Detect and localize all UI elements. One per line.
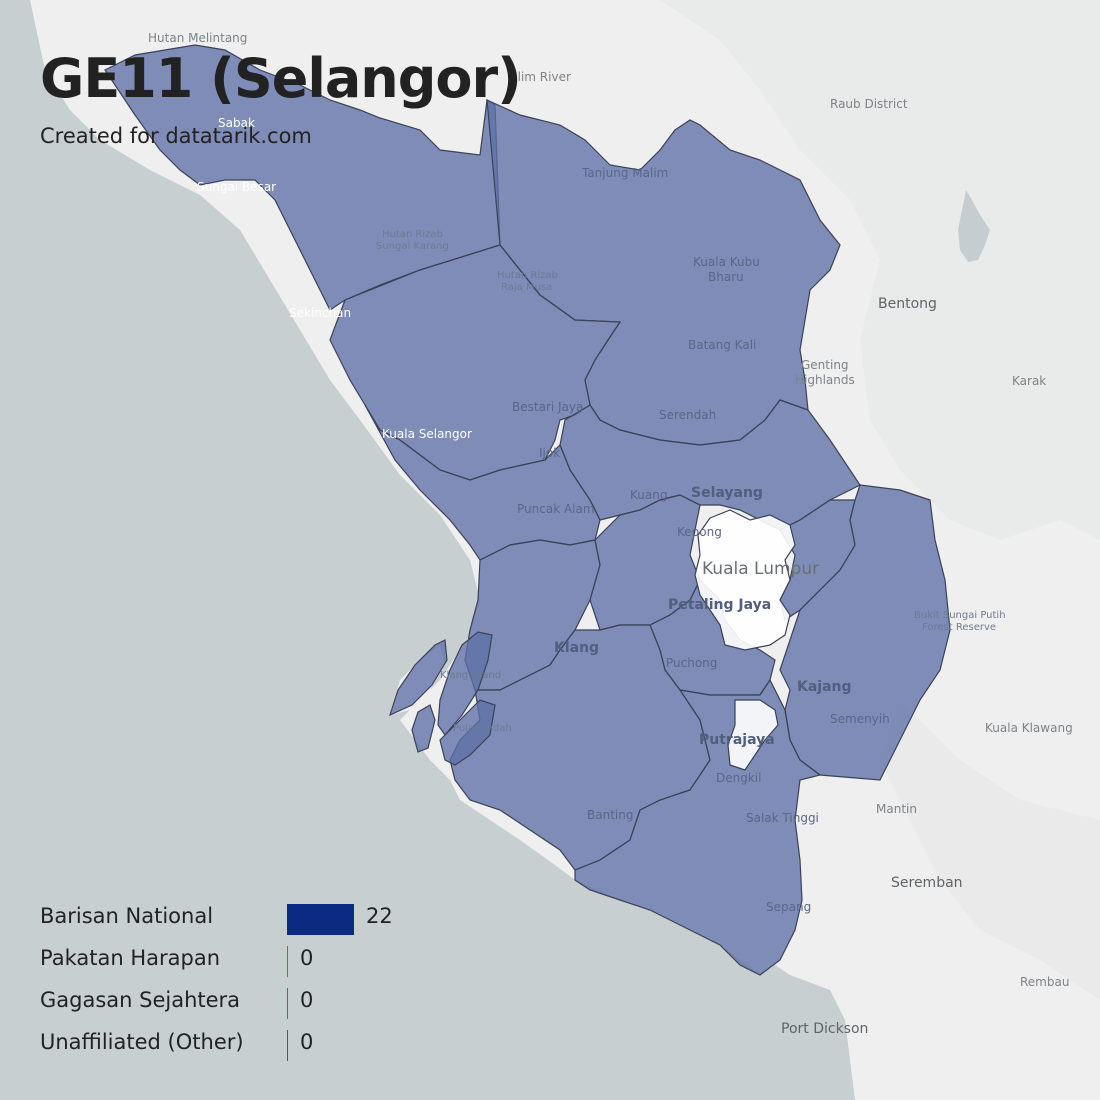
- legend-count: 0: [300, 1030, 314, 1054]
- label-rembau: Rembau: [1020, 975, 1069, 989]
- label-genting-2: Highlands: [795, 373, 855, 387]
- district-island-2[interactable]: [437, 631, 493, 736]
- label-tanjung-malim: Tanjung Malim: [581, 166, 668, 180]
- label-kuala-selangor: Kuala Selangor: [382, 427, 472, 441]
- label-kuala-kubu-1: Kuala Kubu: [693, 255, 760, 269]
- label-dengkil: Dengkil: [716, 771, 761, 785]
- label-pulau-indah: Pulau Indah: [453, 723, 512, 734]
- label-petaling-jaya: Petaling Jaya: [668, 597, 771, 613]
- label-hutan-rizab-sk-2: Sungai Karang: [376, 241, 449, 252]
- legend-label: Barisan National: [40, 904, 214, 928]
- label-bukit-sungai-putih-1: Bukit Sungai Putih: [914, 610, 1006, 621]
- label-kuala-kubu-2: Bharu: [708, 270, 744, 284]
- legend-bar: [287, 946, 288, 977]
- legend-label: Gagasan Sejahtera: [40, 988, 241, 1012]
- label-kajang: Kajang: [797, 679, 852, 695]
- legend-bar: [287, 1030, 288, 1061]
- label-batang-kali: Batang Kali: [688, 338, 756, 352]
- district-island-4[interactable]: [439, 699, 496, 766]
- label-sungai-besar: Sungai Besar: [197, 180, 276, 194]
- page-subtitle: Created for datatarik.com: [40, 124, 312, 148]
- legend-bar: [287, 904, 354, 935]
- label-mantin: Mantin: [876, 802, 917, 816]
- label-klang: Klang: [554, 640, 599, 656]
- label-raub-district: Raub District: [830, 97, 908, 111]
- legend-count: 0: [300, 988, 314, 1012]
- terrain: [660, 0, 1100, 1000]
- label-hutan-rizab-sk-1: Hutan Rizab: [382, 229, 443, 240]
- label-hutan-rizab-rm-1: Hutan Rizab: [497, 270, 558, 281]
- label-ijok: Ijok: [539, 446, 560, 460]
- legend-label: Unaffiliated (Other): [40, 1030, 244, 1054]
- district-sepang[interactable]: [574, 678, 822, 976]
- label-kuang: Kuang: [630, 488, 667, 502]
- label-serendah: Serendah: [659, 408, 716, 422]
- label-slim-river: Slim River: [510, 70, 571, 84]
- label-port-dickson: Port Dickson: [781, 1021, 868, 1037]
- legend-label: Pakatan Harapan: [40, 946, 221, 970]
- enclave-kuala-lumpur[interactable]: [694, 509, 796, 651]
- label-genting-1: Genting: [801, 358, 849, 372]
- legend-count: 22: [366, 904, 393, 928]
- label-semenyih: Semenyih: [830, 712, 890, 726]
- enclave-putrajaya[interactable]: [727, 699, 779, 771]
- label-puncak-alam: Puncak Alam: [517, 502, 595, 516]
- label-banting: Banting: [587, 808, 633, 822]
- lake: [958, 190, 990, 262]
- label-selayang: Selayang: [691, 485, 763, 501]
- label-bukit-sungai-putih-2: Forest Reserve: [922, 622, 996, 633]
- district-island-3[interactable]: [411, 704, 436, 753]
- label-sepang: Sepang: [766, 900, 811, 914]
- label-kepong: Kepong: [677, 525, 722, 539]
- label-kuala-klawang: Kuala Klawang: [985, 721, 1073, 735]
- page-title: GE11 (Selangor): [40, 47, 522, 110]
- label-salak-tinggi: Salak Tinggi: [746, 811, 819, 825]
- label-bentong: Bentong: [878, 296, 937, 312]
- district-puncak-alam[interactable]: [364, 404, 601, 561]
- label-puchong: Puchong: [666, 656, 717, 670]
- selangor-districts[interactable]: [104, 44, 951, 976]
- label-sabak: Sabak: [218, 116, 255, 130]
- district-island-1[interactable]: [389, 639, 448, 717]
- label-kuala-lumpur: Kuala Lumpur: [702, 559, 819, 579]
- label-seremban: Seremban: [891, 875, 963, 891]
- legend-bar: [287, 988, 288, 1019]
- label-klang-island: Klang Island: [440, 670, 501, 681]
- label-karak: Karak: [1012, 374, 1046, 388]
- label-putrajaya: Putrajaya: [699, 732, 775, 748]
- label-bestari-jaya: Bestari Jaya: [512, 400, 583, 414]
- label-hutan-rizab-rm-2: Raja Musa: [501, 282, 552, 293]
- label-sekinchan: Sekinchan: [289, 306, 351, 320]
- legend-count: 0: [300, 946, 314, 970]
- label-hutan-melintang: Hutan Melintang: [148, 31, 247, 45]
